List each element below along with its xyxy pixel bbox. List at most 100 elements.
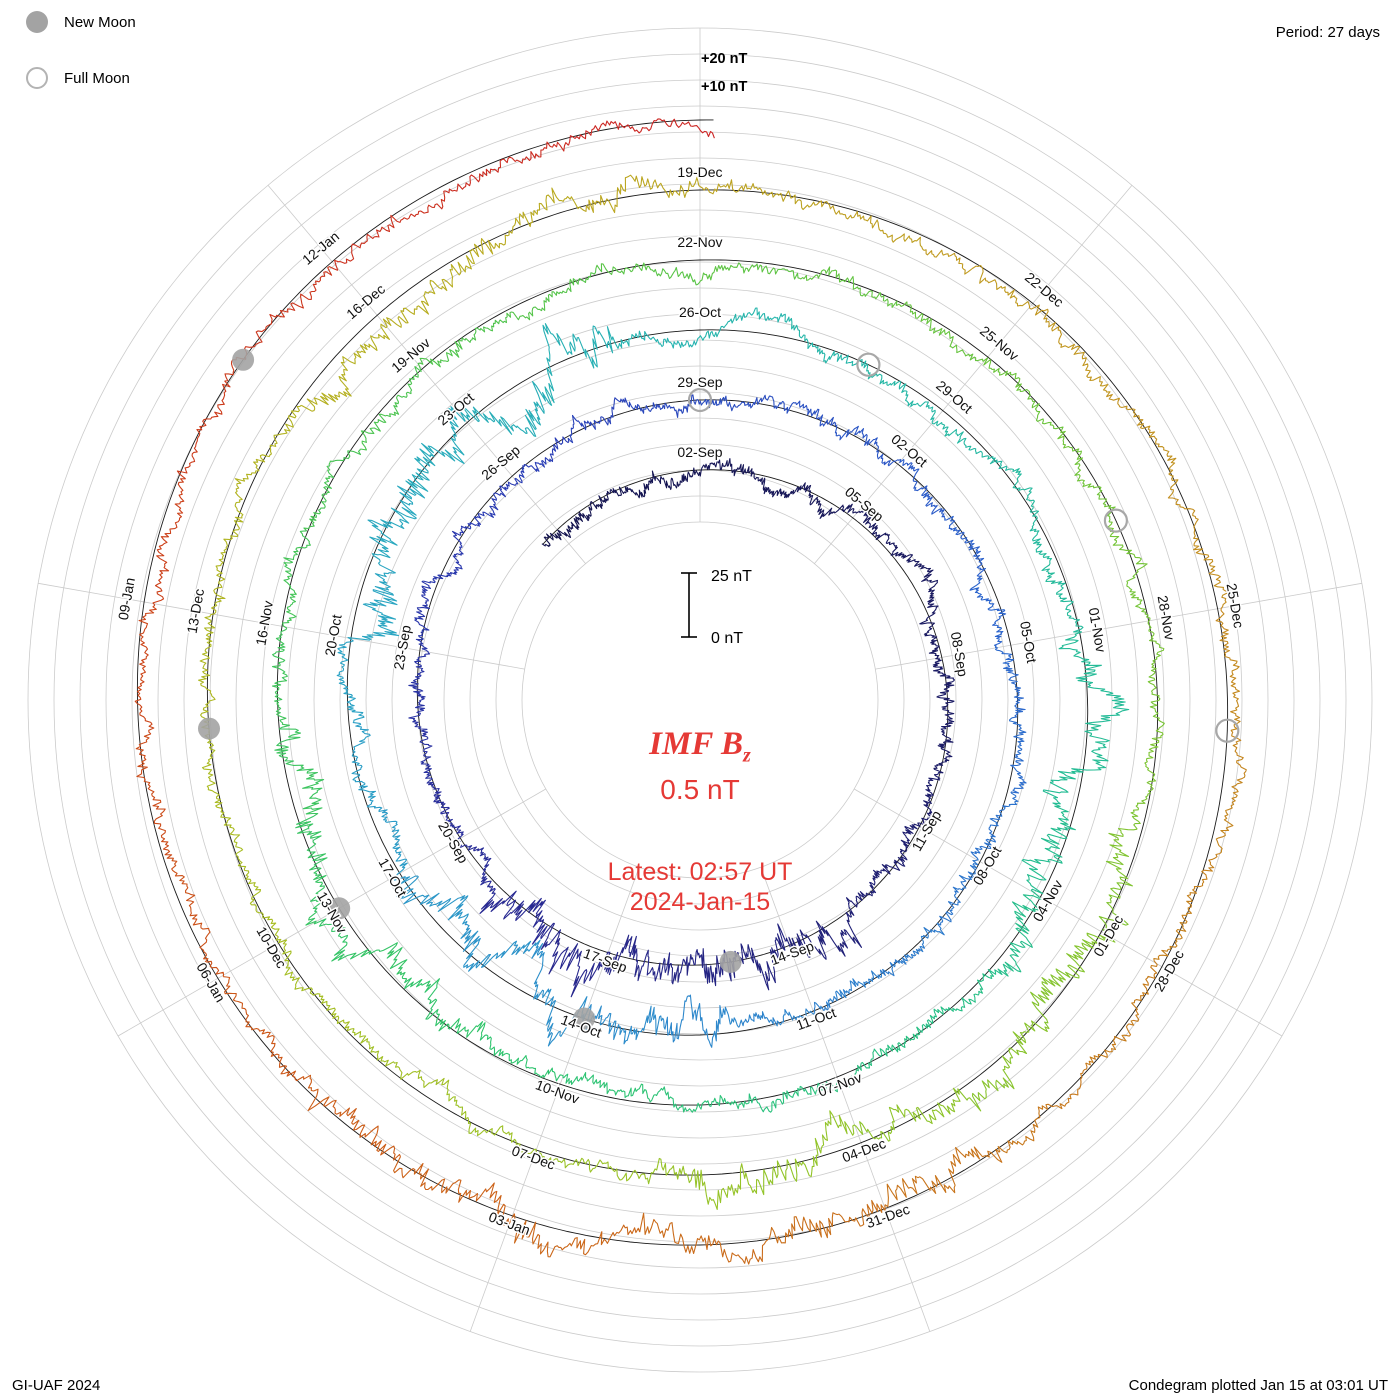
bz-trace-segment [1107,521,1151,620]
date-label: 26-Sep [478,442,523,483]
bz-trace-segment [446,1084,538,1155]
full-moon-marker [687,387,713,413]
bz-trace-segment [303,448,362,532]
bz-trace-segment [479,890,555,945]
bz-trace-segment [879,922,945,977]
bz-trace-segment [595,262,700,286]
bz-trace-segment [855,1087,961,1142]
bz-trace-segment [171,857,225,977]
bz-trace-segment [1009,717,1027,794]
bz-trace-segment [201,730,241,841]
bz-trace-segment [1215,729,1247,855]
bz-trace-segment [1021,805,1076,895]
bz-trace-segment [531,943,589,1047]
bz-trace-segment [1057,429,1116,523]
bz-trace-segment [394,875,469,925]
bz-trace-segment [763,1199,886,1245]
bz-trace-segment [540,922,610,998]
bz-trace-segment [813,970,883,1013]
bz-trace-segment [1215,606,1241,731]
bz-trace-segment [1085,960,1158,1066]
bz-trace-segment [135,733,174,859]
bz-trace-segment [176,357,237,480]
plot-timestamp-label: Condegram plotted Jan 15 at 03:01 UT [1128,1377,1388,1394]
date-label: 07-Nov [816,1069,864,1099]
date-label: 20-Oct [322,613,345,657]
bz-trace-segment [1030,932,1116,1030]
bz-trace-segment [295,815,328,926]
date-label: 19-Nov [388,334,433,375]
bz-trace-segment [479,1032,564,1082]
bz-trace-segment [788,317,868,369]
date-label: 19-Dec [677,164,722,180]
bz-trace-segment [916,973,994,1033]
date-label: 16-Nov [252,600,276,647]
bz-trace-segment [738,1008,816,1028]
bz-trace-segment [303,1074,401,1161]
bz-trace-segment [932,656,955,715]
date-label: 29-Sep [677,374,722,390]
date-label: 26-Oct [679,304,721,320]
baseline-spiral [136,119,1229,1246]
credit-label: GI-UAF 2024 [12,1377,101,1394]
bz-trace-segment [514,436,570,485]
date-label: 11-Sep [908,807,944,853]
date-label: 20-Sep [435,819,472,866]
bz-trace-segment [698,179,817,211]
date-label: 28-Dec [1151,947,1187,994]
grid-circle [521,521,879,879]
bz-trace-segment [506,267,597,321]
date-label: 02-Sep [677,444,722,460]
date-label: 25-Dec [1224,582,1248,629]
bz-trace-segment [799,266,898,308]
bz-trace-segment [654,1086,748,1113]
bz-trace-segment [405,406,466,493]
bz-trace-segment [987,889,1043,977]
grid-spoke [469,867,640,1332]
date-label: 05-Oct [1017,620,1040,664]
full-moon-marker [856,352,881,377]
bz-trace-segment [917,771,944,827]
bz-trace-segment [274,724,325,817]
bz-trace-segment [210,501,244,616]
grid-spoke [875,582,1362,670]
bz-trace-segment [663,994,740,1048]
bz-trace-segment [834,425,902,467]
bz-trace-segment [513,1213,641,1258]
bz-trace-segment [367,485,426,563]
bz-trace-segment [562,1072,656,1103]
bz-trace-segment [223,976,304,1082]
date-label: 07-Dec [510,1142,558,1172]
bz-trace-segment [1106,393,1179,496]
full-moon-icon [26,67,48,89]
bz-trace-segment [334,191,446,271]
bz-trace-segment [931,420,1010,471]
bz-trace-segment [936,859,979,926]
bz-trace-segment [923,249,1030,307]
full-moon-marker [1103,508,1129,533]
bz-trace-segment [698,458,755,477]
date-label: 08-Sep [948,631,972,678]
new-moon-marker [328,897,351,920]
bz-trace-segment [557,500,603,538]
grid-circle [495,495,905,905]
date-label: 09-Jan [115,576,138,621]
bz-trace-segment [612,330,700,349]
bz-trace-segment [899,458,945,518]
full-moon-label: Full Moon [64,69,130,87]
bz-trace-segment [1130,725,1164,830]
bz-trace-segment [585,1004,665,1045]
bz-trace-segment [423,525,467,584]
new-moon-legend-row: New Moon [26,8,136,36]
grid-spoke [854,788,1283,1037]
bz-trace-segment [282,939,355,1032]
bz-trace-segment [604,934,671,982]
period-label: Period: 27 days [1275,24,1380,41]
bz-trace-segment [756,1110,857,1196]
bz-trace-segment [313,918,408,980]
date-label: 16-Dec [343,281,388,322]
bz-trace-segment [943,515,987,580]
bz-trace-segment [366,798,408,878]
bz-trace-segment [459,380,553,437]
bz-trace-segment [982,357,1064,431]
